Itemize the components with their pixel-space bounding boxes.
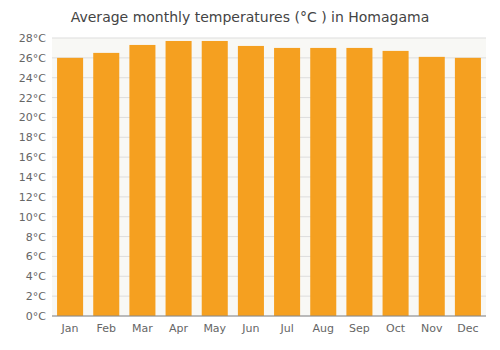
- bar: [310, 48, 336, 316]
- x-tick-label: Jun: [241, 322, 259, 335]
- bar: [238, 46, 264, 316]
- bar: [129, 45, 155, 316]
- y-tick-label: 24°C: [19, 72, 46, 85]
- y-tick-label: 20°C: [19, 111, 46, 124]
- y-tick-label: 26°C: [19, 52, 46, 65]
- bars: [57, 41, 481, 316]
- y-tick-label: 6°C: [26, 250, 46, 263]
- y-tick-label: 0°C: [26, 310, 46, 323]
- y-tick-label: 4°C: [26, 270, 46, 283]
- x-tick-label: Feb: [97, 322, 116, 335]
- y-tick-label: 18°C: [19, 131, 46, 144]
- x-tick-label: Oct: [386, 322, 406, 335]
- x-tick-label: Dec: [457, 322, 478, 335]
- x-axis-line: [52, 316, 486, 317]
- y-tick-label: 12°C: [19, 191, 46, 204]
- bar: [202, 41, 228, 316]
- grid-line: [52, 316, 486, 317]
- grid-line: [52, 38, 486, 39]
- y-tick-label: 14°C: [19, 171, 46, 184]
- x-tick-label: Aug: [313, 322, 334, 335]
- chart: 0°C 2°C 4°C 6°C 8°C 10°C 12°C 14°C 16°C 18°C 20°C 2…: [0, 0, 500, 350]
- y-tick-label: 28°C: [19, 32, 46, 45]
- y-tick-label: 10°C: [19, 211, 46, 224]
- x-tick-label: May: [203, 322, 226, 335]
- x-tick-label: Sep: [349, 322, 370, 335]
- y-tick-label: 8°C: [26, 231, 46, 244]
- bar: [166, 41, 192, 316]
- bar: [274, 48, 300, 316]
- x-tick-label: Jan: [61, 322, 79, 335]
- title: Average monthly temperatures (°C ) in Ho…: [71, 9, 430, 25]
- y-tick-label: 2°C: [26, 290, 46, 303]
- bar: [93, 53, 119, 316]
- x-tick-label: Mar: [132, 322, 153, 335]
- y-tick-label: 22°C: [19, 92, 46, 105]
- x-tick-label: Apr: [169, 322, 189, 335]
- bar: [346, 48, 372, 316]
- x-tick-label: Jul: [279, 322, 293, 335]
- plot-background: [52, 38, 486, 316]
- bar: [383, 51, 409, 316]
- bar: [419, 57, 445, 316]
- bar: [455, 58, 481, 316]
- x-tick-label: Nov: [421, 322, 443, 335]
- y-tick-label: 16°C: [19, 151, 46, 164]
- bar: [57, 58, 83, 316]
